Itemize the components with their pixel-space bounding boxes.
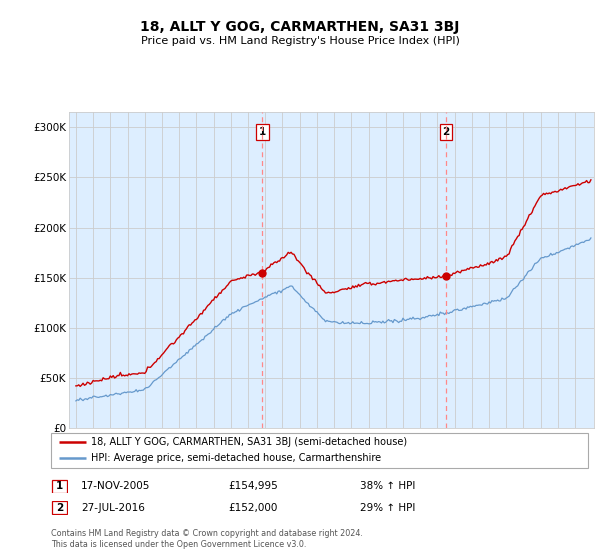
- Text: 1: 1: [259, 127, 266, 137]
- Text: HPI: Average price, semi-detached house, Carmarthenshire: HPI: Average price, semi-detached house,…: [91, 453, 382, 463]
- Text: 18, ALLT Y GOG, CARMARTHEN, SA31 3BJ: 18, ALLT Y GOG, CARMARTHEN, SA31 3BJ: [140, 20, 460, 34]
- FancyBboxPatch shape: [52, 501, 67, 515]
- Text: 1: 1: [56, 481, 63, 491]
- Text: 2: 2: [56, 503, 63, 513]
- Text: 29% ↑ HPI: 29% ↑ HPI: [360, 503, 415, 513]
- Text: 27-JUL-2016: 27-JUL-2016: [81, 503, 145, 513]
- Text: Contains HM Land Registry data © Crown copyright and database right 2024.
This d: Contains HM Land Registry data © Crown c…: [51, 529, 363, 549]
- Text: £152,000: £152,000: [228, 503, 277, 513]
- Text: 2: 2: [442, 127, 449, 137]
- FancyBboxPatch shape: [51, 433, 588, 468]
- Text: 38% ↑ HPI: 38% ↑ HPI: [360, 481, 415, 491]
- Text: 18, ALLT Y GOG, CARMARTHEN, SA31 3BJ (semi-detached house): 18, ALLT Y GOG, CARMARTHEN, SA31 3BJ (se…: [91, 437, 407, 447]
- Text: £154,995: £154,995: [228, 481, 278, 491]
- FancyBboxPatch shape: [52, 479, 67, 493]
- Text: 17-NOV-2005: 17-NOV-2005: [81, 481, 151, 491]
- Text: Price paid vs. HM Land Registry's House Price Index (HPI): Price paid vs. HM Land Registry's House …: [140, 36, 460, 46]
